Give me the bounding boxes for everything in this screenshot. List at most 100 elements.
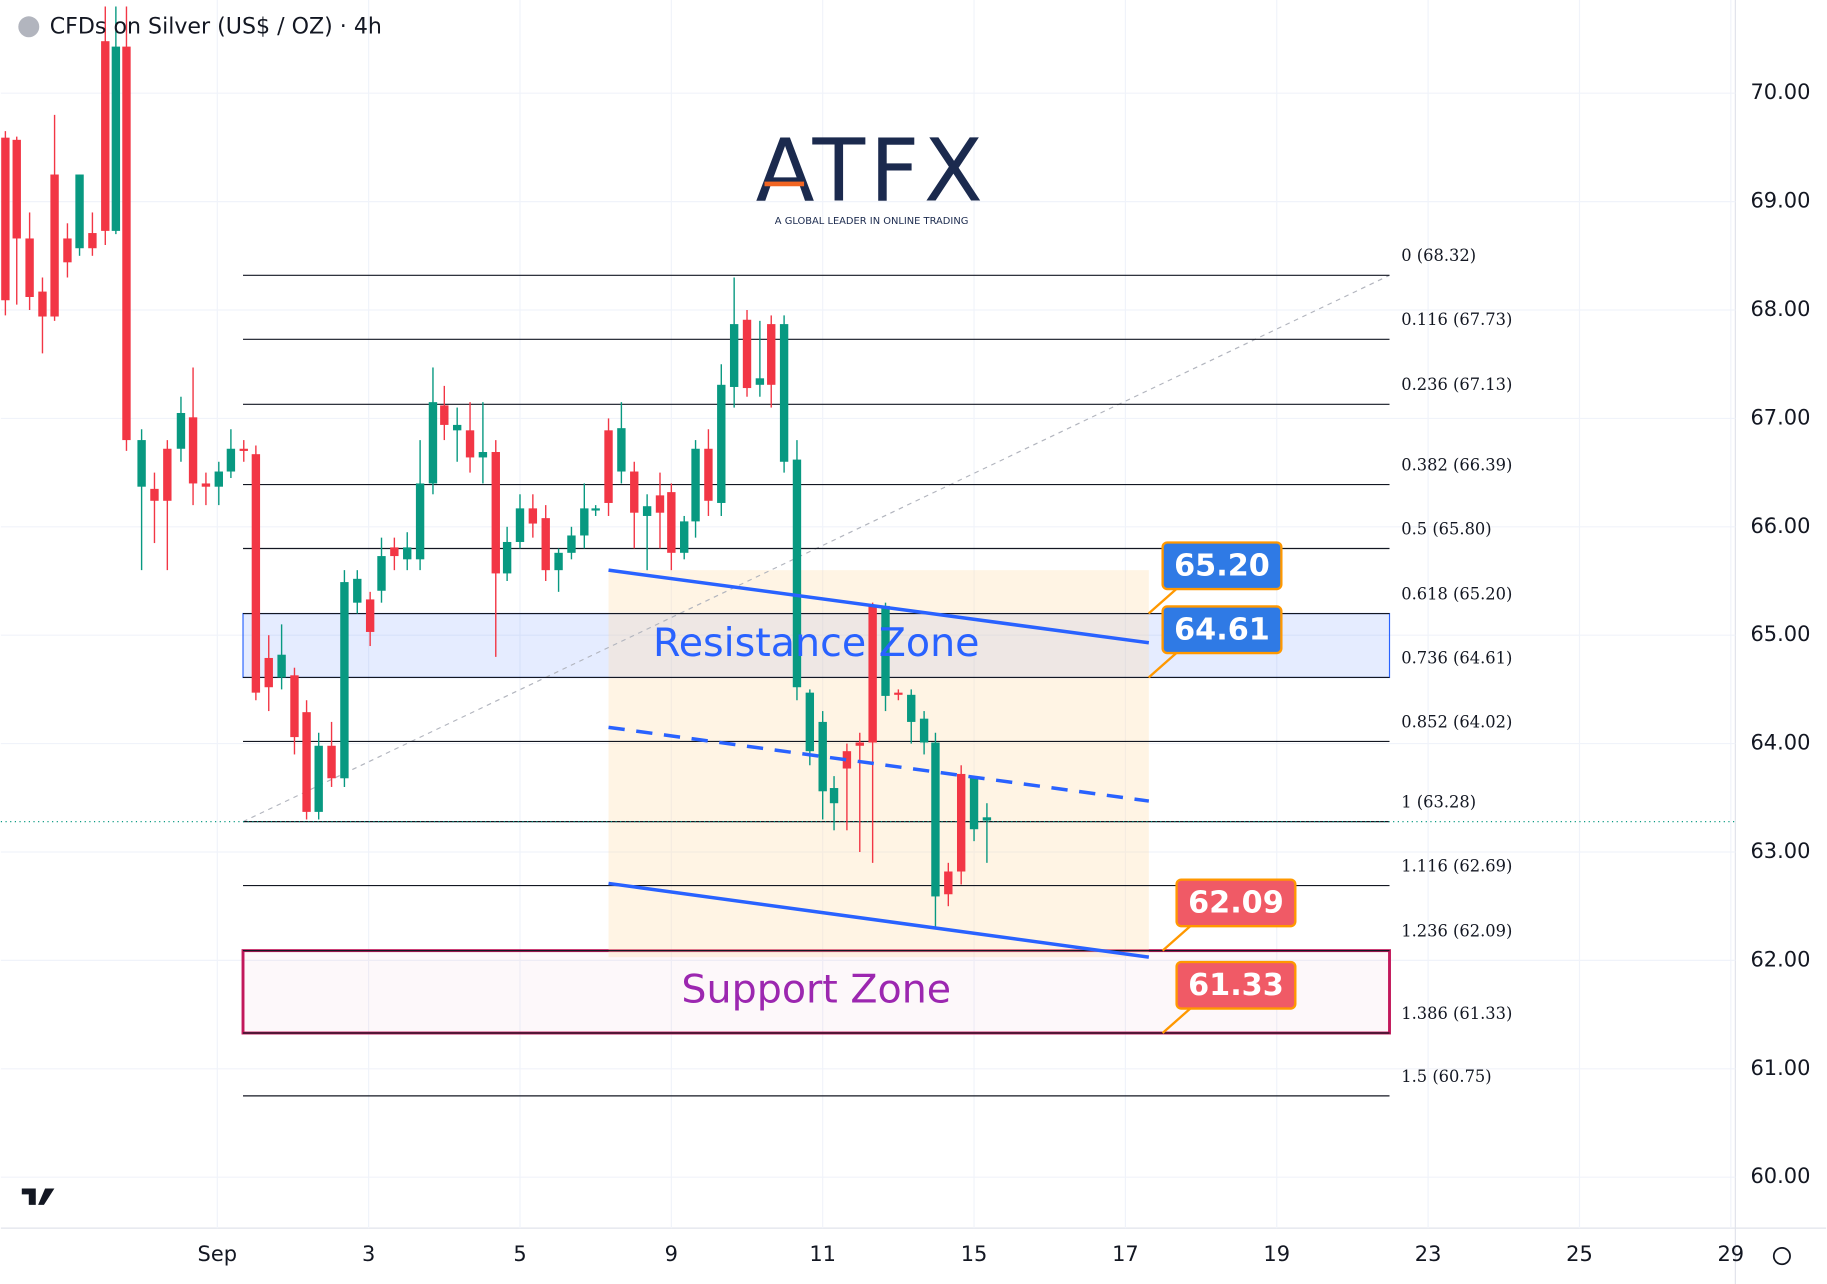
candle-body xyxy=(327,745,336,779)
candle-body xyxy=(580,508,589,536)
callout-pointer xyxy=(1161,922,1194,952)
candle-body xyxy=(150,488,159,501)
x-tick-label: Sep xyxy=(198,1242,237,1266)
candle-body xyxy=(604,430,613,503)
fib-label: 1.116 (62.69) xyxy=(1401,856,1512,875)
candle-body xyxy=(101,41,110,231)
candle-body xyxy=(805,692,815,752)
candle-body xyxy=(201,483,211,487)
y-tick-label: 65.00 xyxy=(1750,622,1810,646)
fib-label: 0.736 (64.61) xyxy=(1401,648,1512,667)
candle-body xyxy=(111,46,121,231)
y-tick-label: 60.00 xyxy=(1750,1164,1810,1188)
callout-box xyxy=(1175,878,1297,928)
candle-body xyxy=(176,412,186,449)
candle-body xyxy=(630,471,639,513)
x-tick-label: 9 xyxy=(665,1242,678,1266)
callout-label: 65.20 xyxy=(1174,548,1270,583)
fib-label: 1 (63.28) xyxy=(1401,793,1476,812)
candle-body xyxy=(214,471,223,487)
candle-body xyxy=(881,605,890,696)
callout-box xyxy=(1161,605,1283,655)
candle-body xyxy=(277,654,286,678)
channel-area xyxy=(608,570,1149,958)
fib-label: 1.386 (61.33) xyxy=(1401,1004,1512,1023)
x-tick-label: 15 xyxy=(961,1242,988,1266)
candle-body xyxy=(528,508,538,524)
candle-body xyxy=(415,483,425,560)
y-tick-label: 63.00 xyxy=(1750,839,1810,863)
fib-label: 0.382 (66.39) xyxy=(1401,455,1512,474)
candle-body xyxy=(969,777,979,830)
logo-accent xyxy=(764,181,805,187)
candle-body xyxy=(122,46,131,441)
tv-logo xyxy=(21,1188,55,1205)
fib-label: 1.236 (62.09) xyxy=(1401,922,1512,941)
settings-icon[interactable] xyxy=(1772,1247,1791,1266)
fib-label: 0.5 (65.80) xyxy=(1401,519,1491,538)
callout-pointer xyxy=(1147,649,1180,679)
candle-body xyxy=(137,440,146,487)
candle-body xyxy=(691,448,700,522)
candle-body xyxy=(919,718,929,743)
x-tick-label: 11 xyxy=(809,1242,836,1266)
x-tick-label: 29 xyxy=(1717,1242,1744,1266)
y-tick-label: 62.00 xyxy=(1750,947,1810,971)
y-tick-label: 68.00 xyxy=(1750,297,1810,321)
candle-body xyxy=(655,495,665,513)
candle-body xyxy=(302,712,311,812)
candle-body xyxy=(226,448,236,472)
candle-body xyxy=(264,657,273,688)
channel-line xyxy=(608,881,1150,959)
x-tick-label: 17 xyxy=(1112,1242,1139,1266)
candle-body xyxy=(452,424,462,431)
callout-box xyxy=(1175,960,1297,1010)
candle-body xyxy=(818,721,827,792)
channel-line xyxy=(608,568,1150,645)
plot: 0 (68.32) 0.116 (67.73) 0.236 (67.13) 0.382… xyxy=(0,0,1736,1229)
candle-body xyxy=(931,742,940,897)
fib-label: 0.618 (65.20) xyxy=(1401,584,1512,603)
candle-body xyxy=(390,547,399,557)
candle-body xyxy=(188,417,198,484)
y-tick-label: 67.00 xyxy=(1750,405,1810,429)
candle-body xyxy=(944,871,953,895)
candle-body xyxy=(767,324,776,385)
candle-body xyxy=(717,384,726,503)
candle-body xyxy=(502,541,512,574)
symbol-icon xyxy=(18,16,40,38)
fib-label: 0.116 (67.73) xyxy=(1401,310,1512,329)
candle-body xyxy=(667,492,676,553)
callout-label: 62.09 xyxy=(1188,886,1284,921)
candle-body xyxy=(290,675,299,738)
candle-body xyxy=(680,521,689,553)
logo: ATFX xyxy=(756,121,988,221)
fib-label: 0.236 (67.13) xyxy=(1401,375,1512,394)
candle-body xyxy=(365,599,375,632)
candle-body xyxy=(792,459,802,688)
candle-body xyxy=(515,508,525,542)
candle-body xyxy=(704,448,713,501)
candle-body xyxy=(428,402,438,484)
candle-body xyxy=(982,817,992,821)
candle-body xyxy=(75,174,84,249)
candle-body xyxy=(38,291,47,317)
y-tick-label: 61.00 xyxy=(1750,1056,1810,1080)
callout-pointer xyxy=(1161,1005,1194,1034)
zone-label: Resistance Zone xyxy=(653,620,979,666)
candle-body xyxy=(894,692,903,695)
candle-body xyxy=(907,694,916,722)
candle-body xyxy=(779,324,789,462)
logo-tagline: A GLOBAL LEADER IN ONLINE TRADING xyxy=(775,216,969,227)
zone-label: Support Zone xyxy=(681,966,951,1012)
candle-body xyxy=(567,535,576,553)
fib-label: 1.5 (60.75) xyxy=(1401,1067,1491,1086)
chart-title: CFDs on Silver (US$ / OZ) · 4h xyxy=(50,13,382,39)
x-tick-label: 5 xyxy=(513,1242,526,1266)
tv-logo-shape xyxy=(21,1188,55,1205)
candle-body xyxy=(163,448,172,501)
candle-body xyxy=(251,454,261,693)
fib-label: 0.852 (64.02) xyxy=(1401,712,1512,731)
